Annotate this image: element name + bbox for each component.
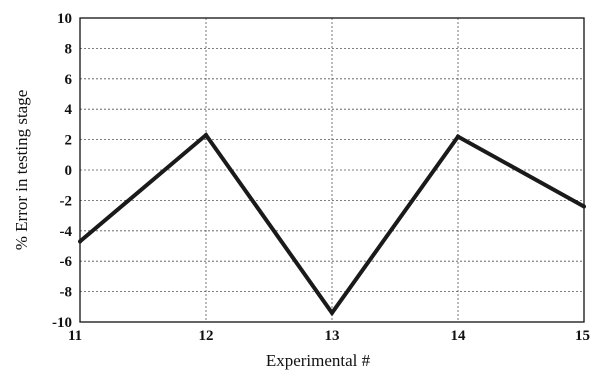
x-tick-label: 15 bbox=[575, 328, 590, 344]
data-point bbox=[582, 204, 586, 209]
data-point bbox=[456, 134, 460, 139]
y-tick-label: 2 bbox=[65, 133, 73, 149]
x-tick-label: 12 bbox=[199, 328, 214, 344]
x-tick-label: 13 bbox=[325, 328, 340, 344]
data-point bbox=[204, 133, 208, 138]
y-tick-label: 10 bbox=[57, 11, 72, 27]
x-axis-title: Experimental # bbox=[266, 351, 371, 370]
y-tick-label: 6 bbox=[65, 72, 73, 88]
y-tick-label: -6 bbox=[60, 254, 73, 270]
y-axis-title: % Error in testing stage bbox=[12, 90, 31, 251]
x-tick-label: 11 bbox=[68, 328, 82, 344]
plot-frame bbox=[79, 17, 585, 323]
y-tick-label: -8 bbox=[60, 285, 73, 301]
x-tick-labels: 11 12 13 14 15 bbox=[68, 328, 590, 344]
grid-lines bbox=[80, 18, 584, 322]
y-tick-labels: 10 8 6 4 2 0 -2 -4 -6 -8 -10 bbox=[52, 11, 73, 331]
y-tick-label: 4 bbox=[65, 102, 73, 118]
series-layer bbox=[78, 132, 586, 317]
x-tick-label: 14 bbox=[451, 328, 467, 344]
data-point bbox=[330, 310, 334, 315]
data-point bbox=[78, 239, 82, 244]
y-tick-label: 0 bbox=[65, 163, 73, 179]
y-tick-label: -2 bbox=[60, 193, 73, 209]
y-tick-label: 8 bbox=[65, 41, 73, 57]
y-tick-label: -4 bbox=[60, 224, 73, 240]
y-tick-label: -10 bbox=[52, 315, 72, 331]
